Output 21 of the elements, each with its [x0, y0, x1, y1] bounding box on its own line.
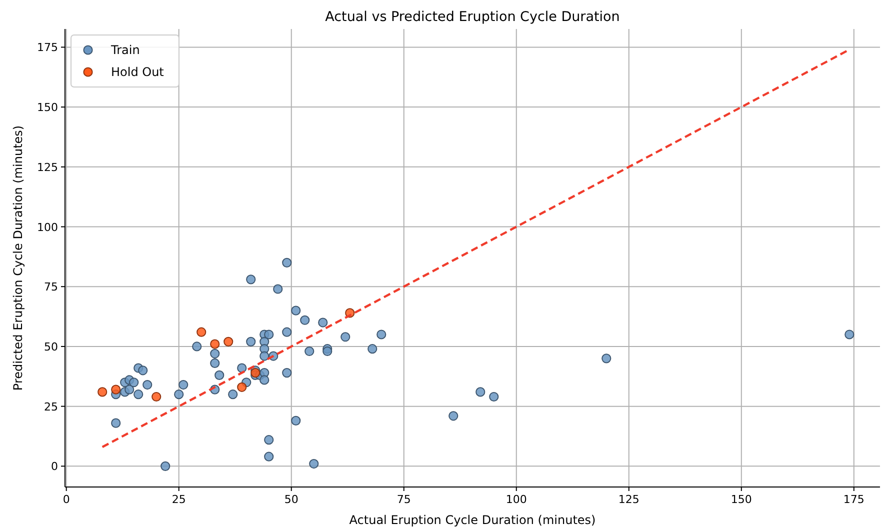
legend-label: Hold Out: [111, 65, 164, 79]
x-tick-label: 175: [843, 493, 864, 506]
x-tick-label: 25: [172, 493, 186, 506]
legend-label: Train: [110, 43, 140, 57]
y-tick-label: 0: [51, 460, 58, 474]
x-tick-label: 75: [396, 493, 411, 506]
x-tick-label: 125: [618, 493, 640, 506]
y-tick-label: 25: [44, 400, 58, 414]
x-tick-label: 150: [730, 493, 752, 506]
y-tick-label: 150: [37, 101, 58, 114]
x-tick-label: 0: [62, 493, 70, 506]
x-tick-label: 100: [506, 493, 527, 506]
y-tick-label: 175: [37, 41, 58, 54]
y-axis-title: Predicted Eruption Cycle Duration (minutes): [11, 125, 25, 391]
y-tick-label: 125: [37, 160, 58, 174]
x-tick-label: 50: [284, 493, 298, 506]
x-axis-title: Actual Eruption Cycle Duration (minutes): [349, 513, 596, 527]
y-tick-label: 50: [44, 340, 58, 354]
y-tick-label: 100: [37, 220, 58, 234]
y-tick-label: 75: [44, 280, 58, 294]
chart-title: Actual vs Predicted Eruption Cycle Duration: [325, 9, 620, 25]
